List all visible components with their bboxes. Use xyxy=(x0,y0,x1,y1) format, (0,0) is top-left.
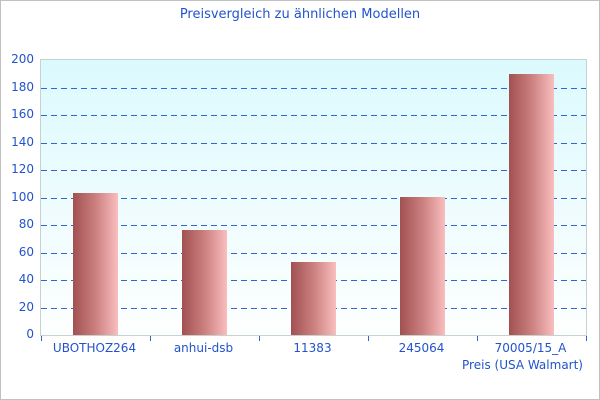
y-axis-label: 0 xyxy=(26,327,34,341)
y-axis: 0 20 40 60 80 100 120 140 160 180 200 xyxy=(1,52,34,341)
x-tick xyxy=(150,336,151,341)
y-axis-label: 120 xyxy=(11,162,34,176)
x-axis: UBOTHOZ264 anhui-dsb 11383 245064 70005/15_A xyxy=(40,341,587,357)
x-axis-title: Preis (USA Walmart) xyxy=(462,358,583,372)
gridline-140 xyxy=(41,143,586,144)
x-tick xyxy=(41,336,42,341)
x-axis-label: 70005/15_A xyxy=(494,341,567,355)
x-tick xyxy=(368,336,369,341)
x-axis-label: UBOTHOZ264 xyxy=(52,341,137,355)
x-tick xyxy=(586,336,587,341)
y-axis-label: 60 xyxy=(18,245,34,259)
gridline-60 xyxy=(41,253,586,254)
chart-title: Preisvergleich zu ähnlichen Modellen xyxy=(179,7,421,22)
plot-area xyxy=(40,59,587,341)
x-tick xyxy=(259,336,260,341)
bar-70005/15_A xyxy=(509,74,554,335)
y-axis-label: 40 xyxy=(18,272,34,286)
y-axis-label: 80 xyxy=(18,217,34,231)
x-axis-label: 11383 xyxy=(293,341,332,355)
bar-11383 xyxy=(291,262,336,335)
gridline-180 xyxy=(41,88,586,89)
y-axis-label: 20 xyxy=(18,300,34,314)
x-axis-label: anhui-dsb xyxy=(173,341,234,355)
gridline-80 xyxy=(41,225,586,226)
y-axis-label: 160 xyxy=(11,107,34,121)
bar-UBOTHOZ264 xyxy=(73,193,118,335)
y-axis-label: 200 xyxy=(11,52,34,66)
gridline-100 xyxy=(41,198,586,199)
gridline-120 xyxy=(41,170,586,171)
x-axis-label: 245064 xyxy=(398,341,445,355)
y-axis-label: 140 xyxy=(11,135,34,149)
bar-245064 xyxy=(400,197,445,335)
bar-anhui-dsb xyxy=(182,230,227,335)
y-axis-label: 100 xyxy=(11,190,34,204)
x-tick xyxy=(477,336,478,341)
y-axis-label: 180 xyxy=(11,80,34,94)
gridline-160 xyxy=(41,115,586,116)
